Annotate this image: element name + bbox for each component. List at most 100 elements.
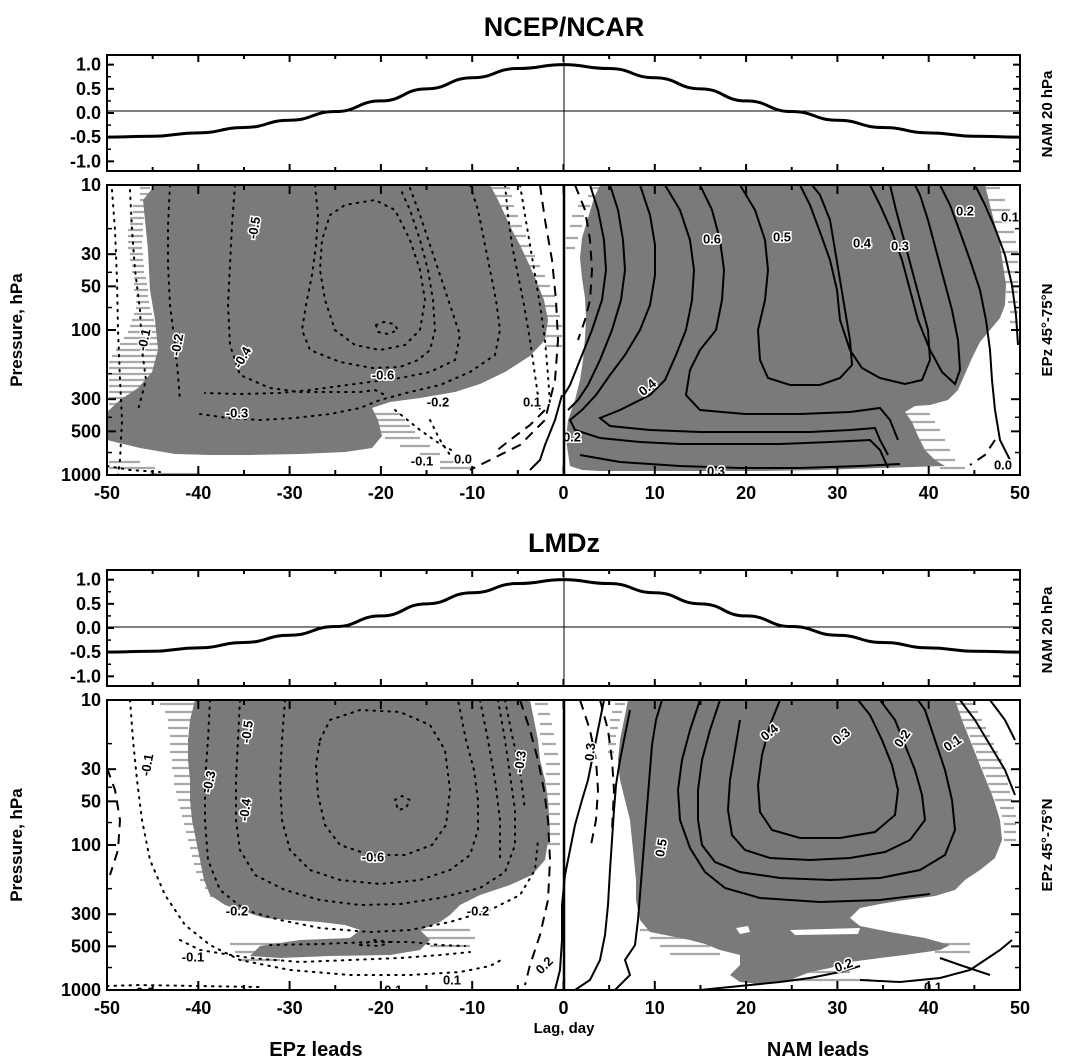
contour-label: -0.2 — [467, 903, 489, 918]
contour-label: 0.5 — [773, 229, 791, 244]
y-tick-label: 300 — [71, 904, 101, 924]
x-tick-label: 30 — [827, 483, 847, 503]
y-tick-label: -0.5 — [70, 642, 101, 662]
xlabel-nam-leads: NAM leads — [767, 1039, 869, 1061]
x-tick-label: 20 — [736, 483, 756, 503]
x-tick-label: 20 — [736, 998, 756, 1018]
contour-label: -0.5 — [245, 215, 264, 240]
contour-label: -0.6 — [362, 849, 384, 864]
pressure-ylabel: Pressure, hPa — [7, 788, 26, 902]
contour-label: 0.1 — [523, 394, 541, 409]
x-tick-label: -30 — [277, 998, 303, 1018]
contour-label: 0.5 — [652, 838, 670, 858]
nam-ylabel: NAM 20 hPa — [1039, 70, 1056, 157]
contour-lines — [107, 185, 1019, 475]
x-tick-label: -20 — [368, 483, 394, 503]
x-tick-label: -10 — [459, 998, 485, 1018]
xlabel-lag: Lag, day — [534, 1020, 596, 1037]
contour-label: -0.1 — [134, 327, 153, 352]
nam-panel-ncep: 1.0 0.5 0.0 -0.5 -1.0 NAM 20 hPa — [70, 54, 1056, 172]
x-tick-label: -50 — [94, 998, 120, 1018]
x-tick-label: -10 — [459, 483, 485, 503]
contour-label: 0.2 — [533, 954, 556, 977]
x-tick-label: 0 — [558, 998, 568, 1018]
contour-lines — [107, 700, 1016, 990]
y-tick-label: 0.0 — [76, 103, 101, 123]
nam-panel-lmdz: 1.0 0.5 0.0 -0.5 -1.0 NAM 20 hPa — [70, 569, 1056, 687]
x-tick-label: 30 — [827, 998, 847, 1018]
contour-label: -0.1 — [411, 453, 433, 468]
x-tick-label: 10 — [645, 998, 665, 1018]
y-tick-label: 0.5 — [76, 594, 101, 614]
contour-label: 0.2 — [956, 203, 974, 218]
y-tick-label: -1.0 — [70, 151, 101, 171]
y-tick-label: 300 — [71, 389, 101, 409]
y-tick-label: 0.5 — [76, 79, 101, 99]
y-tick-label: 1000 — [61, 465, 101, 485]
y-tick-label: 0.0 — [76, 618, 101, 638]
y-tick-label: 30 — [81, 759, 101, 779]
nam-ylabel: NAM 20 hPa — [1039, 586, 1056, 673]
contour-label: 0.1 — [1001, 209, 1019, 224]
y-tick-label: 100 — [71, 835, 101, 855]
epz-panel-lmdz: -0.1 -0.3 -0.4 -0.5 -0.3 -0.6 -0.2 -0.2 -0.1 0.0 -… — [7, 690, 1056, 1061]
y-tick-label: 1000 — [61, 980, 101, 1000]
y-tick-label: -0.5 — [70, 127, 101, 147]
epz-panel-ncep: -0.1 -0.2-0.5-0.4-0.6-0.3-0.2-0.1 0.00.10.… — [7, 175, 1056, 503]
contour-label: -0.4 — [236, 797, 254, 822]
y-tick-label: 1.0 — [76, 55, 101, 75]
y-tick-label: 10 — [81, 690, 101, 710]
x-tick-label: -30 — [277, 483, 303, 503]
contour-label: -0.5 — [238, 720, 256, 744]
contour-label: -0.1 — [138, 752, 157, 777]
title-ncep: NCEP/NCAR — [484, 12, 645, 42]
nam-series-line — [106, 63, 1021, 139]
x-tick-label: 10 — [645, 483, 665, 503]
x-tick-label: -50 — [94, 483, 120, 503]
contour-label: 0.1 — [443, 972, 461, 987]
y-tick-label: 50 — [81, 791, 101, 811]
pressure-ylabel: Pressure, hPa — [7, 273, 26, 387]
x-tick-label: 40 — [919, 483, 939, 503]
y-tick-label: 100 — [71, 320, 101, 340]
contour-label: -0.3 — [511, 750, 529, 774]
contour-label: 0.6 — [703, 231, 721, 246]
y-tick-label: 1.0 — [76, 570, 101, 590]
y-tick-label: 10 — [81, 175, 101, 195]
x-tick-label: -20 — [368, 998, 394, 1018]
title-lmdz: LMDz — [528, 528, 600, 558]
contour-label: -0.3 — [226, 405, 248, 420]
epz-ylabel: EPz 45°-75°N — [1039, 284, 1056, 377]
y-tick-label: 30 — [81, 244, 101, 264]
contour-label: 0.2 — [563, 429, 581, 444]
contour-label: 0.3 — [707, 463, 725, 478]
contour-label: 0.1 — [924, 979, 942, 994]
contour-label: 0.0 — [454, 451, 472, 466]
x-tick-label: 50 — [1010, 998, 1030, 1018]
y-tick-label: 50 — [81, 276, 101, 296]
contour-label: 0.0 — [994, 457, 1012, 472]
contour-label: 0.3 — [582, 742, 599, 761]
contour-label: -0.1 — [380, 982, 402, 997]
x-tick-label: 50 — [1010, 483, 1030, 503]
contour-label: -0.2 — [427, 394, 449, 409]
contour-label: -0.3 — [199, 769, 218, 794]
hatch-regions — [109, 186, 1018, 475]
x-tick-label: -40 — [185, 483, 211, 503]
x-tick-label: -40 — [185, 998, 211, 1018]
contour-label: 0.3 — [891, 238, 909, 253]
contour-label: -0.2 — [226, 903, 248, 918]
y-tick-label: 500 — [71, 936, 101, 956]
contour-label: -0.2 — [168, 332, 187, 357]
xlabel-epz-leads: EPz leads — [269, 1039, 362, 1061]
y-tick-label: -1.0 — [70, 666, 101, 686]
y-tick-label: 500 — [71, 421, 101, 441]
epz-ylabel: EPz 45°-75°N — [1039, 799, 1056, 892]
contour-label: -0.1 — [182, 949, 204, 964]
nam-series-line — [106, 578, 1021, 654]
shaded-regions — [107, 185, 1006, 471]
x-tick-label: 40 — [919, 998, 939, 1018]
contour-label: 0.4 — [853, 235, 872, 250]
x-tick-label: 0 — [558, 483, 568, 503]
